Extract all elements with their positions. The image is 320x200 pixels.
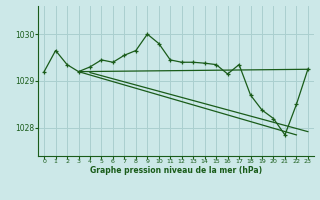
X-axis label: Graphe pression niveau de la mer (hPa): Graphe pression niveau de la mer (hPa)	[90, 166, 262, 175]
